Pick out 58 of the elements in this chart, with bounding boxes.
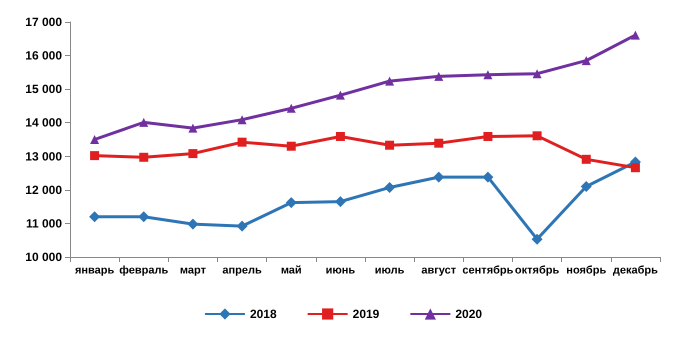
y-tick-label: 10 000 [25,250,62,264]
x-tick-label: март [180,264,207,276]
y-tick-label: 14 000 [25,116,62,130]
point [482,172,494,183]
point [384,182,396,194]
y-tick-label: 11 000 [26,216,62,230]
y-tick-label: 17 000 [25,15,62,29]
point [89,211,100,222]
point [336,90,345,100]
legend-label: 2018 [250,307,277,321]
point [630,163,640,172]
legend-label: 2019 [352,307,380,321]
x-tick-label: июнь [326,264,356,276]
point [139,152,148,162]
x-tick-label: сентябрь [462,264,514,276]
point [532,69,542,78]
point [532,234,543,245]
point [334,196,346,208]
y-tick-label: 15 000 [25,82,62,96]
point [139,118,148,127]
point [90,151,100,160]
point [188,149,198,158]
y-tick-label: 13 000 [25,149,62,164]
point [434,72,444,81]
y-tick-label: 12 000 [25,182,62,197]
point [286,197,297,208]
x-tick-label: август [421,264,457,276]
x-tick-label: июль [374,264,405,276]
point [187,218,198,230]
point [582,154,591,164]
legend-label: 2020 [455,307,482,321]
point [90,135,100,144]
point [434,138,444,148]
x-tick-label: ноябрь [566,264,606,276]
x-tick-label: май [280,264,302,276]
point [582,56,591,66]
point [188,124,198,133]
point [483,70,492,80]
x-tick-label: октябрь [514,264,560,276]
point [483,132,492,141]
point [580,181,592,192]
point [238,115,247,124]
point [385,76,394,86]
point [433,172,444,183]
point [236,220,248,232]
point [385,140,394,150]
point [630,30,640,40]
x-tick-label: апрель [222,264,262,276]
x-tick-label: январь [74,264,114,276]
y-tick-label: 16 000 [25,48,62,63]
x-tick-label: февраль [119,264,168,276]
point [138,211,150,222]
point [532,131,542,140]
point [286,142,296,151]
point [336,132,345,141]
point [238,138,247,147]
point [286,104,296,113]
x-tick-label: декабрь [612,264,658,276]
